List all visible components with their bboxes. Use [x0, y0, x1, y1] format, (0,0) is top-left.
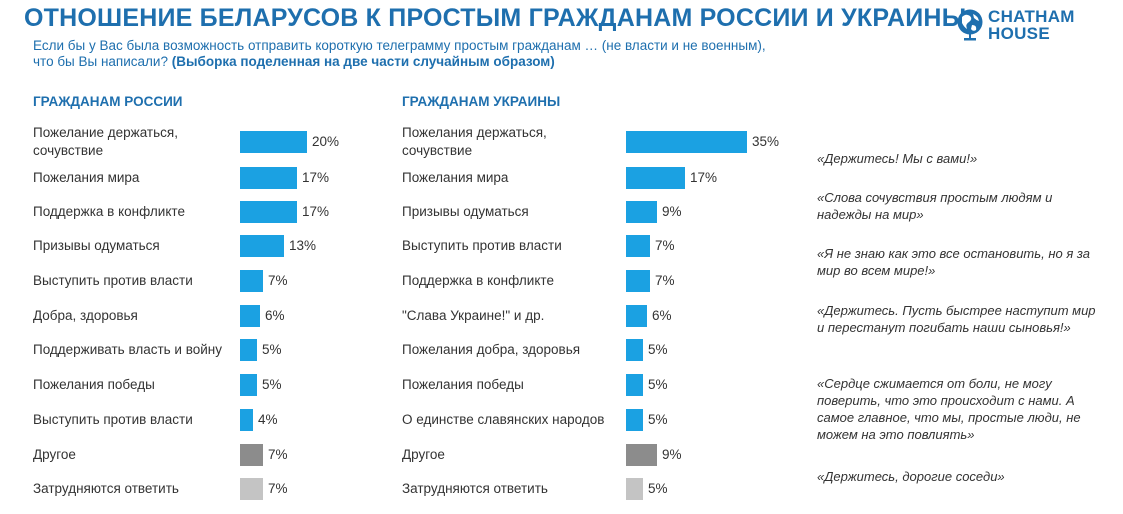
russia-bar-value: 4% [258, 412, 278, 427]
ukraine-category-label: "Слава Украине!" и др. [402, 308, 545, 323]
russia-category-label: Поддержка в конфликте [33, 204, 185, 219]
subtitle-note: (Выборка поделенная на две части случайн… [171, 54, 555, 69]
russia-bar-value: 13% [289, 238, 317, 253]
ukraine-bar [626, 131, 747, 153]
ukraine-category-label: Выступить против власти [402, 238, 562, 253]
ukraine-bar-value: 5% [648, 342, 668, 357]
ukraine-category-label: Пожелания держаться, сочувствие [402, 125, 547, 158]
ukraine-category-label: Пожелания победы [402, 377, 524, 392]
ukraine-bar [626, 270, 650, 292]
russia-category-label: Пожелание держаться, сочувствие [33, 125, 178, 158]
russia-bar [240, 374, 257, 396]
russia-bar-value: 7% [268, 273, 288, 288]
russia-bar [240, 235, 284, 257]
logo-line-1: CHATHAM [988, 7, 1075, 26]
ukraine-bar [626, 478, 643, 500]
ukraine-bar [626, 201, 657, 223]
ukraine-category-label: Призывы одуматься [402, 204, 529, 219]
russia-bar [240, 131, 307, 153]
russia-category-label: Выступить против власти [33, 412, 193, 427]
ukraine-bar [626, 235, 650, 257]
globe-icon [957, 9, 983, 41]
quote: «Слова сочувствия простым людям и надежд… [817, 190, 1053, 222]
quote: «Я не знаю как это все остановить, но я … [817, 246, 1090, 278]
russia-category-label: Пожелания мира [33, 170, 140, 185]
ukraine-bar [626, 305, 647, 327]
ukraine-category-label: О единстве славянских народов [402, 412, 605, 427]
russia-bar [240, 409, 253, 431]
subtitle-line-1: Если бы у Вас была возможность отправить… [33, 38, 766, 53]
ukraine-category-label: Затрудняются ответить [402, 481, 548, 496]
russia-bar-value: 17% [302, 170, 330, 185]
russia-bar [240, 444, 263, 466]
ukraine-bar-value: 5% [648, 377, 668, 392]
ukraine-bar-value: 6% [652, 308, 672, 323]
ukraine-bar-value: 9% [662, 447, 682, 462]
russia-bar [240, 305, 260, 327]
russia-bar-value: 5% [262, 377, 282, 392]
quote: «Держитесь, дорогие соседи» [817, 469, 1005, 484]
ukraine-bar-value: 17% [690, 170, 718, 185]
russia-bar-value: 17% [302, 204, 330, 219]
ukraine-bar [626, 409, 643, 431]
russia-bar-value: 7% [268, 481, 288, 496]
russia-category-label: Поддерживать власть и войну [33, 342, 222, 357]
logo-text: CHATHAM HOUSE [988, 8, 1075, 42]
ukraine-bar-value: 5% [648, 481, 668, 496]
russia-bar [240, 201, 297, 223]
quote: «Сердце сжимается от боли, не могу повер… [817, 376, 1081, 442]
ukraine-bar [626, 444, 657, 466]
russia-bar [240, 478, 263, 500]
subtitle-question: что бы Вы написали? [33, 54, 168, 69]
ukraine-bar-value: 5% [648, 412, 668, 427]
russia-bar-value: 20% [312, 134, 340, 149]
russia-bar-value: 6% [265, 308, 285, 323]
ukraine-bar [626, 339, 643, 361]
ukraine-bar-value: 7% [655, 273, 675, 288]
ukraine-bar [626, 374, 643, 396]
page-title: ОТНОШЕНИЕ БЕЛАРУСОВ К ПРОСТЫМ ГРАЖДАНАМ … [24, 4, 967, 32]
russia-category-label: Затрудняются ответить [33, 481, 179, 496]
quote: «Держитесь! Мы с вами!» [817, 151, 978, 166]
ukraine-bar-value: 7% [655, 238, 675, 253]
russia-bar [240, 167, 297, 189]
russia-chart-title: ГРАЖДАНАМ РОССИИ [33, 94, 183, 109]
ukraine-category-label: Другое [402, 447, 445, 462]
russia-category-label: Добра, здоровья [33, 308, 138, 323]
ukraine-bar-value: 35% [752, 134, 780, 149]
ukraine-category-label: Пожелания мира [402, 170, 509, 185]
russia-category-label: Другое [33, 447, 76, 462]
page-subtitle: Если бы у Вас была возможность отправить… [33, 38, 833, 70]
ukraine-chart-title: ГРАЖДАНАМ УКРАИНЫ [402, 94, 561, 109]
logo-line-2: HOUSE [988, 24, 1050, 43]
russia-bar-value: 5% [262, 342, 282, 357]
russia-category-label: Призывы одуматься [33, 238, 160, 253]
russia-category-label: Пожелания победы [33, 377, 155, 392]
russia-bar [240, 270, 263, 292]
quote: «Держитесь. Пусть быстрее наступит мир и… [817, 303, 1096, 335]
subtitle-line-2: что бы Вы написали? (Выборка поделенная … [33, 54, 833, 70]
ukraine-bar-value: 9% [662, 204, 682, 219]
chatham-house-logo: CHATHAM HOUSE [956, 6, 1096, 46]
ukraine-bar [626, 167, 685, 189]
russia-bar [240, 339, 257, 361]
russia-bar-value: 7% [268, 447, 288, 462]
ukraine-category-label: Пожелания добра, здоровья [402, 342, 581, 357]
ukraine-category-label: Поддержка в конфликте [402, 273, 554, 288]
russia-category-label: Выступить против власти [33, 273, 193, 288]
